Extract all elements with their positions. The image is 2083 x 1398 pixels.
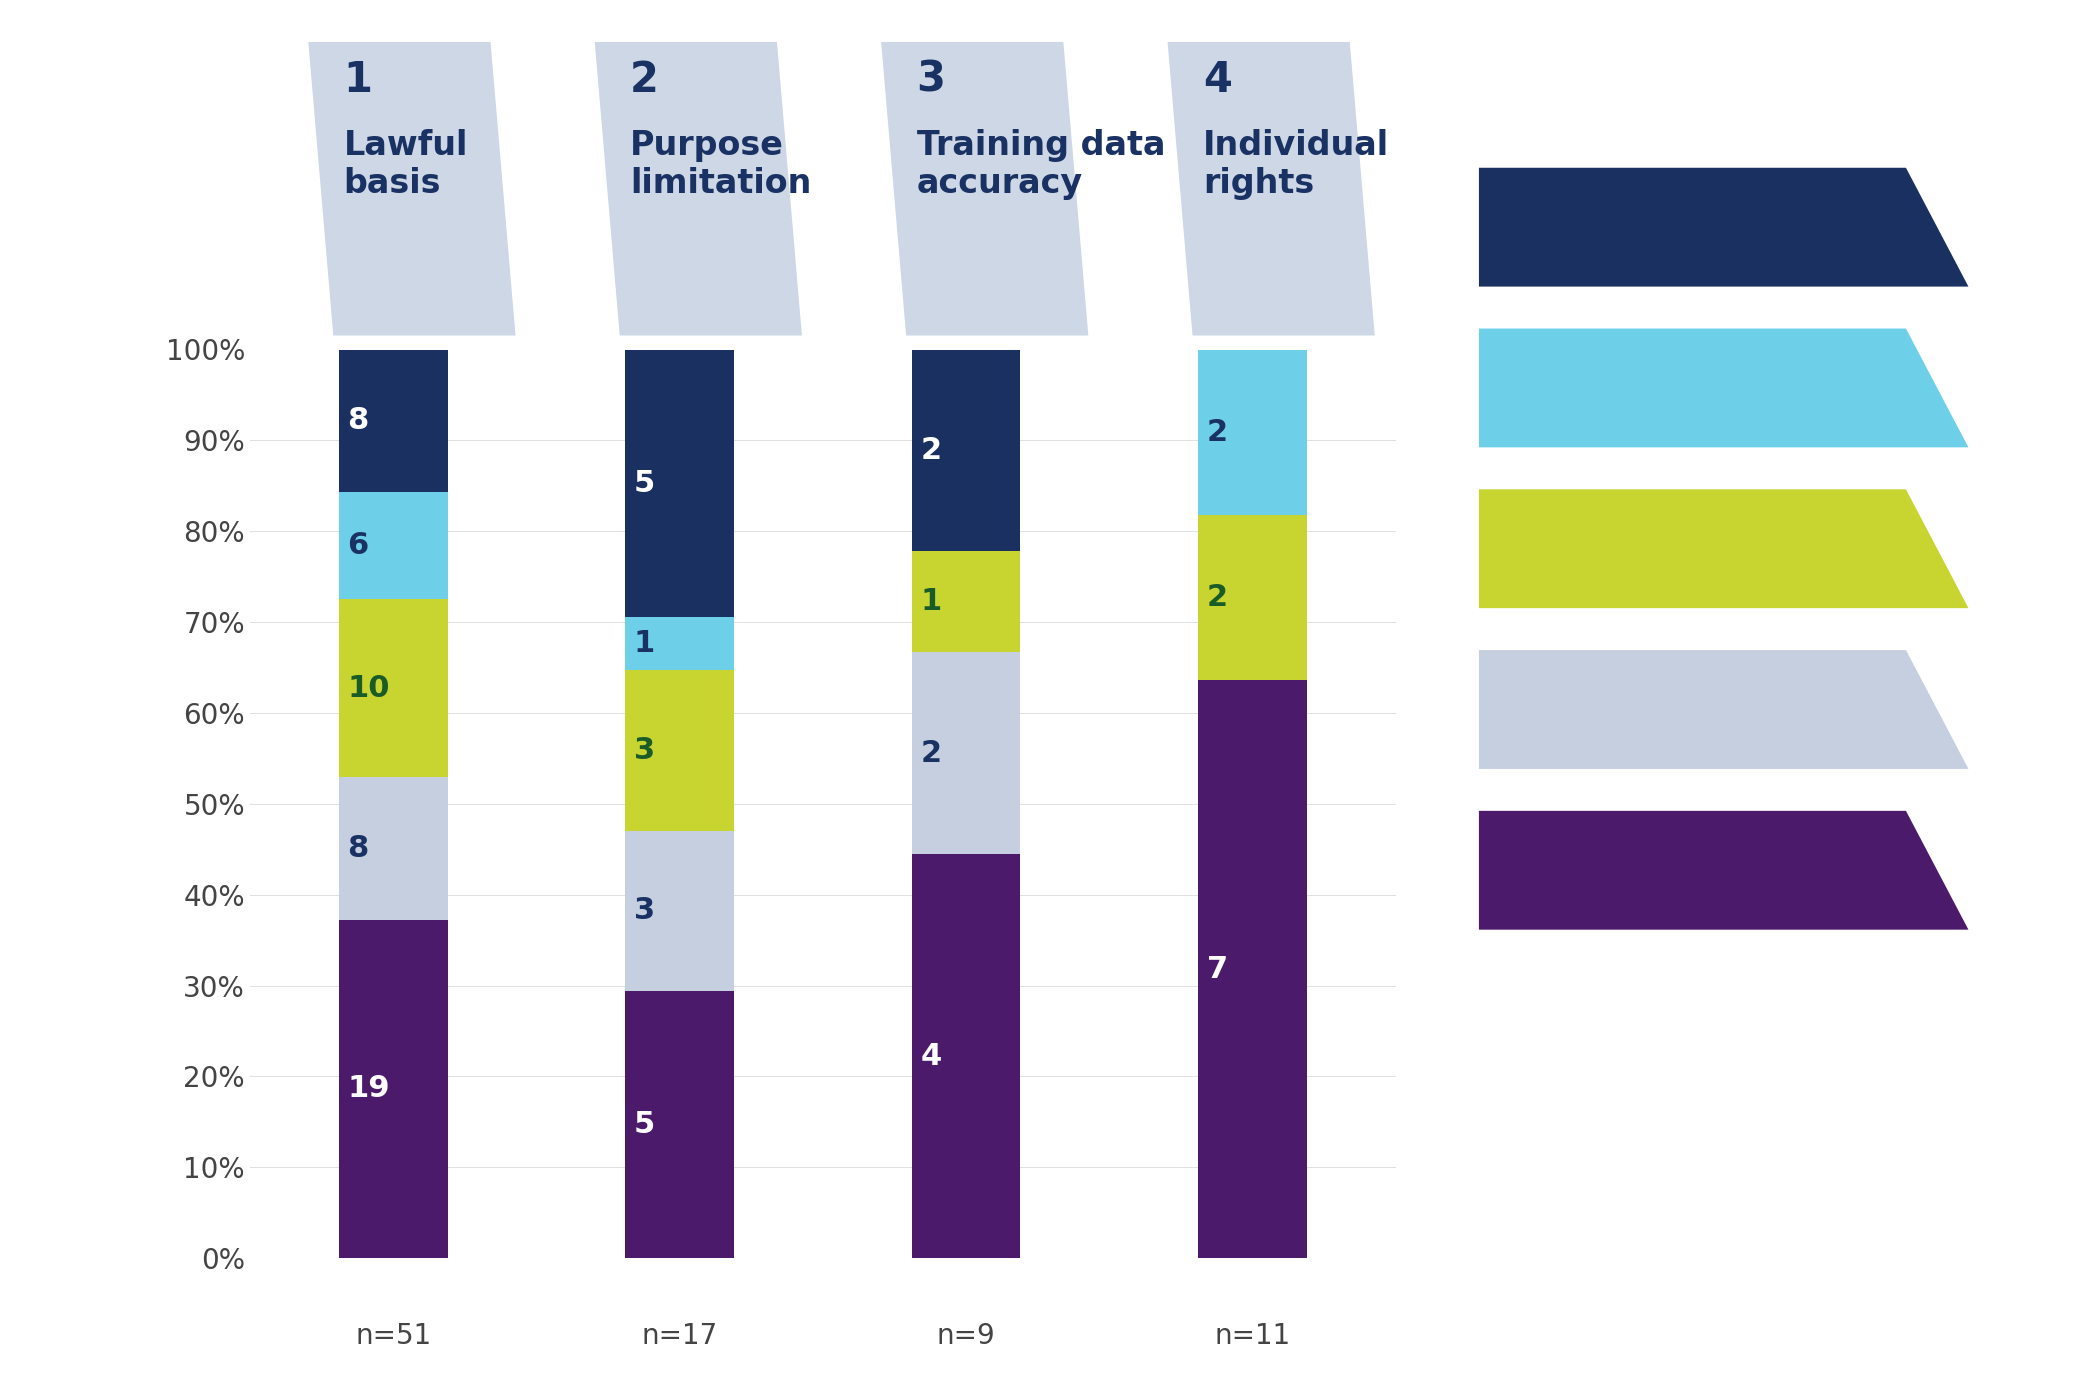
Text: 4: 4 [1204,59,1231,101]
Text: 5: 5 [633,1110,656,1139]
Text: 8: 8 [348,833,369,863]
Text: 19: 19 [348,1075,390,1103]
Text: 2: 2 [1206,583,1227,612]
Bar [625,617,733,670]
Bar [625,991,733,1258]
Text: Costs or burdens to
your organisation: Costs or burdens to your organisation [1510,362,1773,414]
Bar [625,350,733,617]
Text: 1: 1 [633,629,656,658]
Bar [340,350,448,492]
Text: 1: 1 [344,59,373,101]
Text: Lawful
basis: Lawful basis [344,129,469,200]
Text: 6: 6 [348,531,369,561]
Bar [1198,679,1306,1258]
Bar [912,653,1021,854]
Text: 7: 7 [1206,955,1227,984]
Bar [625,830,733,991]
Text: 4: 4 [921,1042,942,1071]
Text: n=51: n=51 [354,1323,431,1350]
Bar [340,920,448,1258]
Bar [340,492,448,598]
Bar [1198,350,1306,514]
Text: Purpose
limitation: Purpose limitation [631,129,812,200]
Text: 10: 10 [348,674,390,703]
Text: 3: 3 [633,735,654,765]
Bar [1198,514,1306,679]
Text: 2: 2 [921,740,942,768]
Text: 2: 2 [1206,418,1227,446]
Text: 8: 8 [348,407,369,435]
Text: Benefits to your
organisation: Benefits to your organisation [1510,201,1725,253]
Text: n=17: n=17 [642,1323,719,1350]
Text: Neither: Neither [1510,698,1610,721]
Bar [340,598,448,777]
Text: 1: 1 [921,587,942,617]
Text: 3: 3 [633,896,654,925]
Text: 3: 3 [917,59,946,101]
Bar [912,551,1021,653]
Bar [340,777,448,920]
Bar [912,854,1021,1258]
Text: Unsure: Unsure [1510,537,1604,561]
Text: Training data
accuracy: Training data accuracy [917,129,1164,200]
Text: n=11: n=11 [1214,1323,1291,1350]
Text: n=9: n=9 [937,1323,996,1350]
Bar [625,670,733,830]
Bar [912,350,1021,551]
Text: 2: 2 [921,436,942,466]
Text: 5: 5 [633,468,656,498]
Text: Individual
rights: Individual rights [1204,129,1389,200]
Text: 2: 2 [631,59,658,101]
Text: Both: Both [1510,858,1573,882]
